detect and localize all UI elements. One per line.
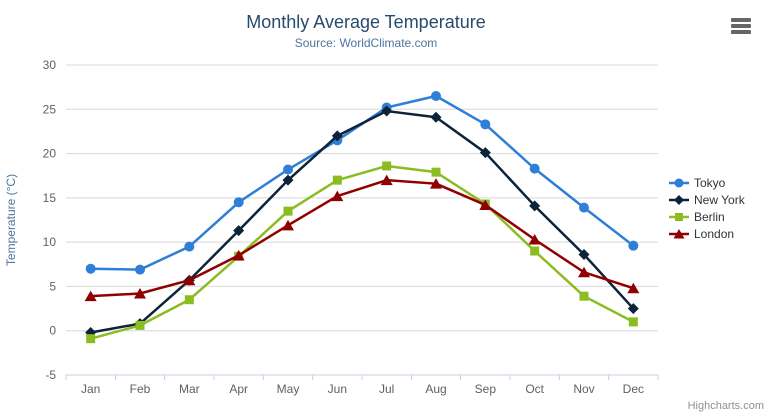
data-point-triangle[interactable] bbox=[282, 219, 294, 231]
x-axis-tick-label: May bbox=[277, 382, 300, 396]
x-axis-tick-label: Aug bbox=[425, 382, 446, 396]
data-point-diamond[interactable] bbox=[627, 303, 639, 315]
data-point-square[interactable] bbox=[86, 334, 96, 344]
legend-symbol-diamond-icon bbox=[669, 195, 689, 205]
data-point-triangle[interactable] bbox=[380, 174, 393, 186]
legend-symbol-square-icon bbox=[669, 213, 689, 221]
y-axis-tick-label: 30 bbox=[43, 58, 57, 72]
data-point-diamond[interactable] bbox=[674, 195, 684, 205]
legend-symbol-triangle-icon bbox=[669, 229, 689, 239]
data-point-circle[interactable] bbox=[233, 197, 244, 208]
hamburger-icon-bar bbox=[731, 18, 751, 22]
x-axis-tick-label: Feb bbox=[130, 382, 151, 396]
data-point-circle[interactable] bbox=[85, 263, 96, 274]
y-axis-tick-label: 0 bbox=[49, 324, 56, 338]
x-axis-tick-label: Jul bbox=[379, 382, 394, 396]
data-point-circle[interactable] bbox=[135, 264, 145, 275]
series-line[interactable] bbox=[89, 164, 635, 340]
data-point-triangle[interactable] bbox=[673, 229, 685, 239]
series-tokyo[interactable] bbox=[85, 91, 639, 275]
data-point-square[interactable] bbox=[135, 320, 145, 330]
y-axis-tick-label: -5 bbox=[45, 368, 56, 382]
x-axis-tick-label: Nov bbox=[573, 382, 594, 396]
data-point-triangle[interactable] bbox=[627, 282, 640, 294]
data-point-square[interactable] bbox=[579, 291, 589, 301]
data-point-square[interactable] bbox=[675, 213, 683, 221]
y-axis-tick-label: 10 bbox=[43, 235, 57, 249]
legend-label: New York bbox=[694, 193, 745, 207]
data-point-triangle[interactable] bbox=[578, 266, 590, 278]
data-point-diamond[interactable] bbox=[430, 111, 442, 123]
data-point-triangle[interactable] bbox=[84, 290, 97, 302]
data-point-square[interactable] bbox=[530, 246, 540, 256]
data-point-triangle[interactable] bbox=[183, 274, 196, 286]
legend-label: Tokyo bbox=[694, 176, 726, 190]
data-point-diamond[interactable] bbox=[233, 225, 245, 237]
x-axis-tick-label: Jun bbox=[328, 382, 347, 396]
legend-item-tokyo[interactable]: Tokyo bbox=[669, 176, 745, 190]
y-axis-title: Temperature (°C) bbox=[4, 174, 18, 266]
data-point-circle[interactable] bbox=[628, 240, 639, 251]
x-axis-tick-label: Apr bbox=[229, 382, 248, 396]
series-london[interactable] bbox=[84, 174, 640, 302]
legend: Tokyo New York Berlin London bbox=[669, 176, 745, 241]
data-point-triangle[interactable] bbox=[331, 190, 344, 202]
data-point-diamond[interactable] bbox=[578, 249, 590, 261]
credits-link[interactable]: Highcharts.com bbox=[687, 400, 764, 412]
data-point-diamond[interactable] bbox=[479, 147, 491, 159]
legend-label: Berlin bbox=[694, 210, 725, 224]
data-point-triangle[interactable] bbox=[528, 233, 541, 245]
x-axis-tick-label: Jan bbox=[81, 382, 100, 396]
data-point-square[interactable] bbox=[283, 206, 293, 216]
legend-item-new-york[interactable]: New York bbox=[669, 193, 745, 207]
x-axis-tick-label: Sep bbox=[475, 382, 497, 396]
y-axis-tick-label: 5 bbox=[49, 279, 56, 293]
chart-subtitle: Source: WorldClimate.com bbox=[294, 36, 438, 50]
data-point-diamond[interactable] bbox=[331, 130, 343, 142]
data-point-circle[interactable] bbox=[480, 119, 491, 130]
data-point-square[interactable] bbox=[184, 295, 194, 305]
data-point-circle[interactable] bbox=[529, 163, 540, 174]
chart-title: Monthly Average Temperature bbox=[246, 12, 486, 32]
x-axis-tick-label: Oct bbox=[525, 382, 544, 396]
x-axis-tick-label: Dec bbox=[623, 382, 644, 396]
y-axis-tick-label: 20 bbox=[43, 147, 57, 161]
y-axis-tick-label: 15 bbox=[43, 191, 57, 205]
data-point-triangle[interactable] bbox=[479, 199, 492, 210]
hamburger-icon-bar bbox=[731, 30, 751, 34]
data-point-triangle[interactable] bbox=[232, 249, 245, 261]
data-point-triangle[interactable] bbox=[430, 178, 442, 189]
data-point-circle[interactable] bbox=[579, 202, 589, 213]
export-menu-button[interactable] bbox=[731, 18, 751, 34]
data-point-square[interactable] bbox=[431, 167, 441, 177]
legend-label: London bbox=[694, 227, 735, 241]
data-point-triangle[interactable] bbox=[134, 288, 146, 299]
series-line[interactable] bbox=[89, 109, 635, 334]
y-axis-tick-label: 25 bbox=[43, 102, 57, 116]
series-line[interactable] bbox=[89, 178, 635, 298]
data-point-circle[interactable] bbox=[283, 164, 293, 175]
series-line[interactable] bbox=[89, 94, 635, 271]
legend-item-london[interactable]: London bbox=[669, 227, 745, 241]
data-point-square[interactable] bbox=[382, 161, 392, 171]
series-new-york[interactable] bbox=[85, 105, 639, 338]
data-point-diamond[interactable] bbox=[381, 105, 393, 117]
legend-item-berlin[interactable]: Berlin bbox=[669, 210, 745, 224]
data-point-diamond[interactable] bbox=[282, 174, 294, 186]
data-point-diamond[interactable] bbox=[529, 200, 541, 212]
legend-symbol-circle-icon bbox=[669, 178, 689, 188]
data-point-square[interactable] bbox=[332, 175, 342, 185]
data-point-square[interactable] bbox=[628, 317, 638, 327]
hamburger-icon-bar bbox=[731, 24, 751, 28]
data-point-circle[interactable] bbox=[431, 91, 441, 101]
data-point-circle[interactable] bbox=[184, 241, 195, 252]
x-axis-tick-label: Mar bbox=[179, 382, 200, 396]
data-point-circle[interactable] bbox=[674, 178, 684, 188]
